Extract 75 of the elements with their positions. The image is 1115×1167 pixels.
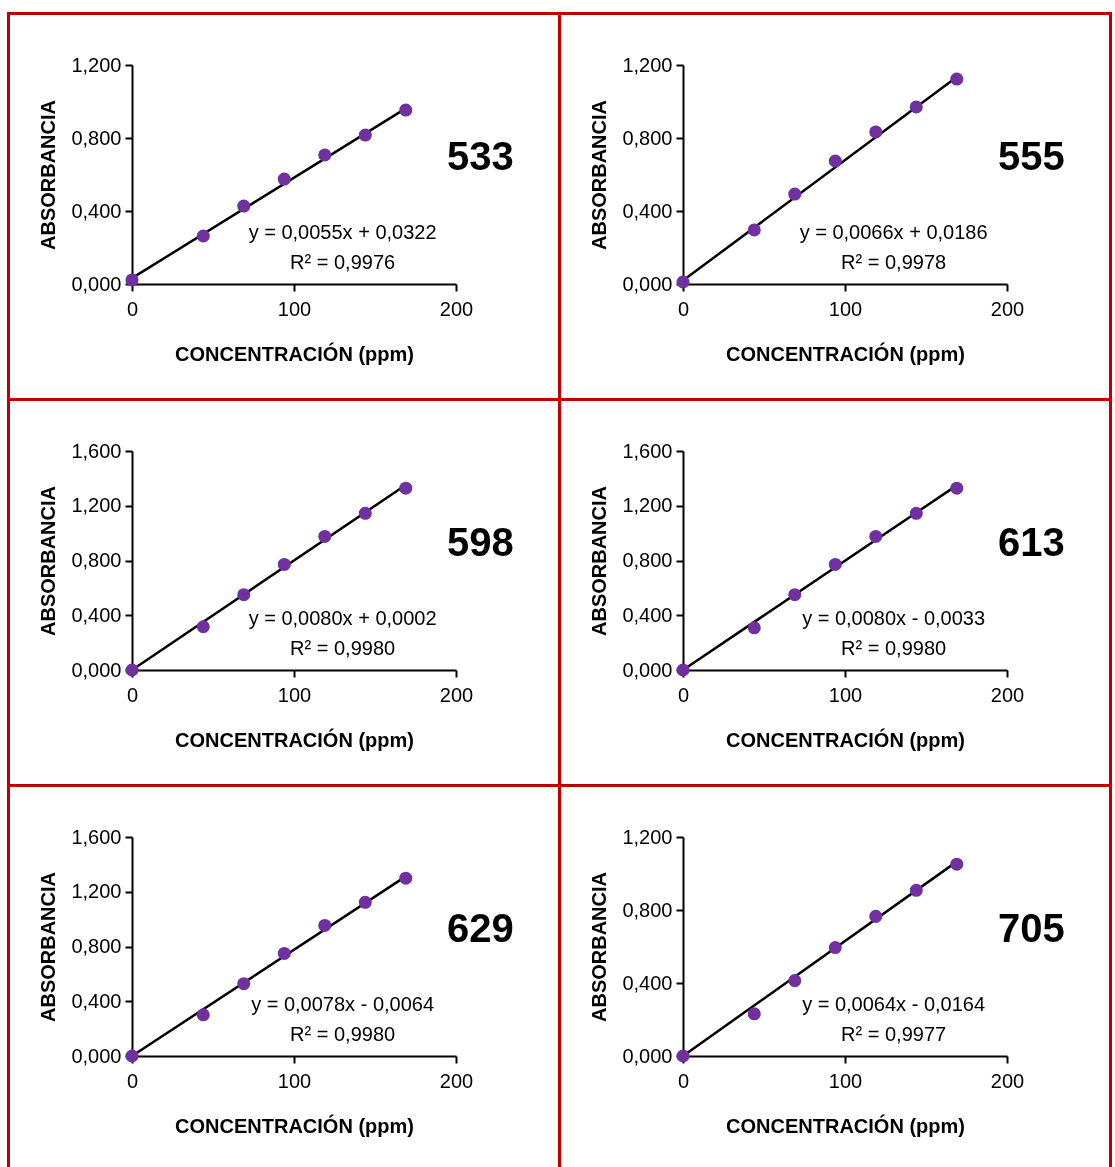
- y-tick-label: 0,800: [71, 126, 122, 149]
- x-tick-label: 100: [828, 1069, 863, 1092]
- x-tick-label: 100: [828, 683, 863, 706]
- annotation: 533: [446, 134, 514, 179]
- annotation: R² = 0,9977: [841, 1022, 947, 1045]
- y-tick-label: 1,200: [622, 494, 673, 517]
- x-tick-label: 0: [677, 1069, 690, 1092]
- y-tick-label: 0,800: [71, 549, 122, 571]
- annotation: y = 0,0080x - 0,0033: [802, 606, 986, 629]
- annotation: 555: [997, 134, 1065, 179]
- annotation: 629: [446, 906, 514, 951]
- x-tick-label: 0: [677, 297, 690, 320]
- x-tick-label: 100: [277, 683, 312, 706]
- x-axis-title: CONCENTRACIÓN (ppm): [726, 727, 965, 751]
- x-tick-label: 200: [439, 1069, 474, 1092]
- x-tick-label: 0: [126, 297, 139, 320]
- x-tick-label: 200: [990, 297, 1025, 320]
- x-tick-label: 0: [677, 683, 690, 706]
- y-tick-label: 0,000: [71, 272, 122, 295]
- x-tick-label: 200: [439, 683, 474, 706]
- x-axis-title: CONCENTRACIÓN (ppm): [175, 1113, 414, 1137]
- y-tick-label: 0,400: [71, 199, 122, 222]
- annotation: R² = 0,9976: [290, 250, 396, 273]
- x-tick-label: 100: [277, 297, 312, 320]
- y-tick-label: 0,400: [622, 971, 673, 994]
- y-axis-title: ABSORBANCIA: [37, 486, 60, 636]
- annotation: y = 0,0066x + 0,0186: [799, 220, 988, 243]
- x-tick-label: 0: [126, 1069, 139, 1092]
- x-axis-title: CONCENTRACIÓN (ppm): [726, 341, 965, 365]
- y-tick-label: 0,800: [622, 898, 673, 921]
- y-tick-label: 0,400: [622, 603, 673, 626]
- y-tick-label: 0,000: [622, 1044, 673, 1067]
- x-tick-label: 100: [277, 1069, 312, 1092]
- y-axis-title: ABSORBANCIA: [588, 100, 611, 250]
- y-tick-label: 1,200: [622, 53, 673, 76]
- x-axis-title: CONCENTRACIÓN (ppm): [175, 727, 414, 751]
- x-tick-label: 200: [990, 1069, 1025, 1092]
- annotation: 613: [997, 520, 1065, 565]
- y-tick-label: 0,000: [622, 658, 673, 681]
- x-tick-label: 100: [828, 297, 863, 320]
- y-tick-label: 1,200: [71, 880, 122, 903]
- x-tick-label: 200: [990, 683, 1025, 706]
- annotation: R² = 0,9980: [290, 1022, 396, 1045]
- y-tick-label: 1,600: [71, 825, 122, 848]
- annotation: R² = 0,9980: [290, 636, 396, 659]
- annotation: R² = 0,9978: [841, 250, 947, 273]
- y-tick-label: 0,400: [71, 603, 122, 626]
- annotation: y = 0,0055x + 0,0322: [248, 220, 437, 243]
- x-tick-label: 200: [439, 297, 474, 320]
- y-tick-label: 0,000: [622, 272, 673, 295]
- annotation: y = 0,0064x - 0,0164: [802, 992, 986, 1015]
- y-tick-label: 0,000: [71, 1044, 122, 1067]
- y-tick-label: 1,200: [71, 494, 122, 517]
- y-tick-label: 1,600: [71, 439, 122, 462]
- y-axis-title: ABSORBANCIA: [588, 486, 611, 636]
- x-axis-title: CONCENTRACIÓN (ppm): [175, 341, 414, 365]
- y-tick-label: 0,400: [71, 989, 122, 1012]
- y-tick-label: 1,200: [622, 825, 673, 848]
- y-tick-label: 0,400: [622, 199, 673, 222]
- annotation: y = 0,0078x - 0,0064: [251, 992, 435, 1015]
- y-tick-label: 0,000: [71, 658, 122, 681]
- y-axis-title: ABSORBANCIA: [37, 100, 60, 250]
- annotation: y = 0,0080x + 0,0002: [248, 606, 437, 629]
- y-tick-label: 0,800: [71, 935, 122, 957]
- annotation: R² = 0,9980: [841, 636, 947, 659]
- x-tick-label: 0: [126, 683, 139, 706]
- x-axis-title: CONCENTRACIÓN (ppm): [726, 1113, 965, 1137]
- annotation: 598: [446, 520, 514, 565]
- y-tick-label: 1,600: [622, 439, 673, 462]
- y-tick-label: 0,800: [622, 126, 673, 149]
- y-tick-label: 0,800: [622, 549, 673, 571]
- y-axis-title: ABSORBANCIA: [37, 872, 60, 1022]
- annotation: 705: [997, 906, 1065, 951]
- y-axis-title: ABSORBANCIA: [588, 872, 611, 1022]
- y-tick-label: 1,200: [71, 53, 122, 76]
